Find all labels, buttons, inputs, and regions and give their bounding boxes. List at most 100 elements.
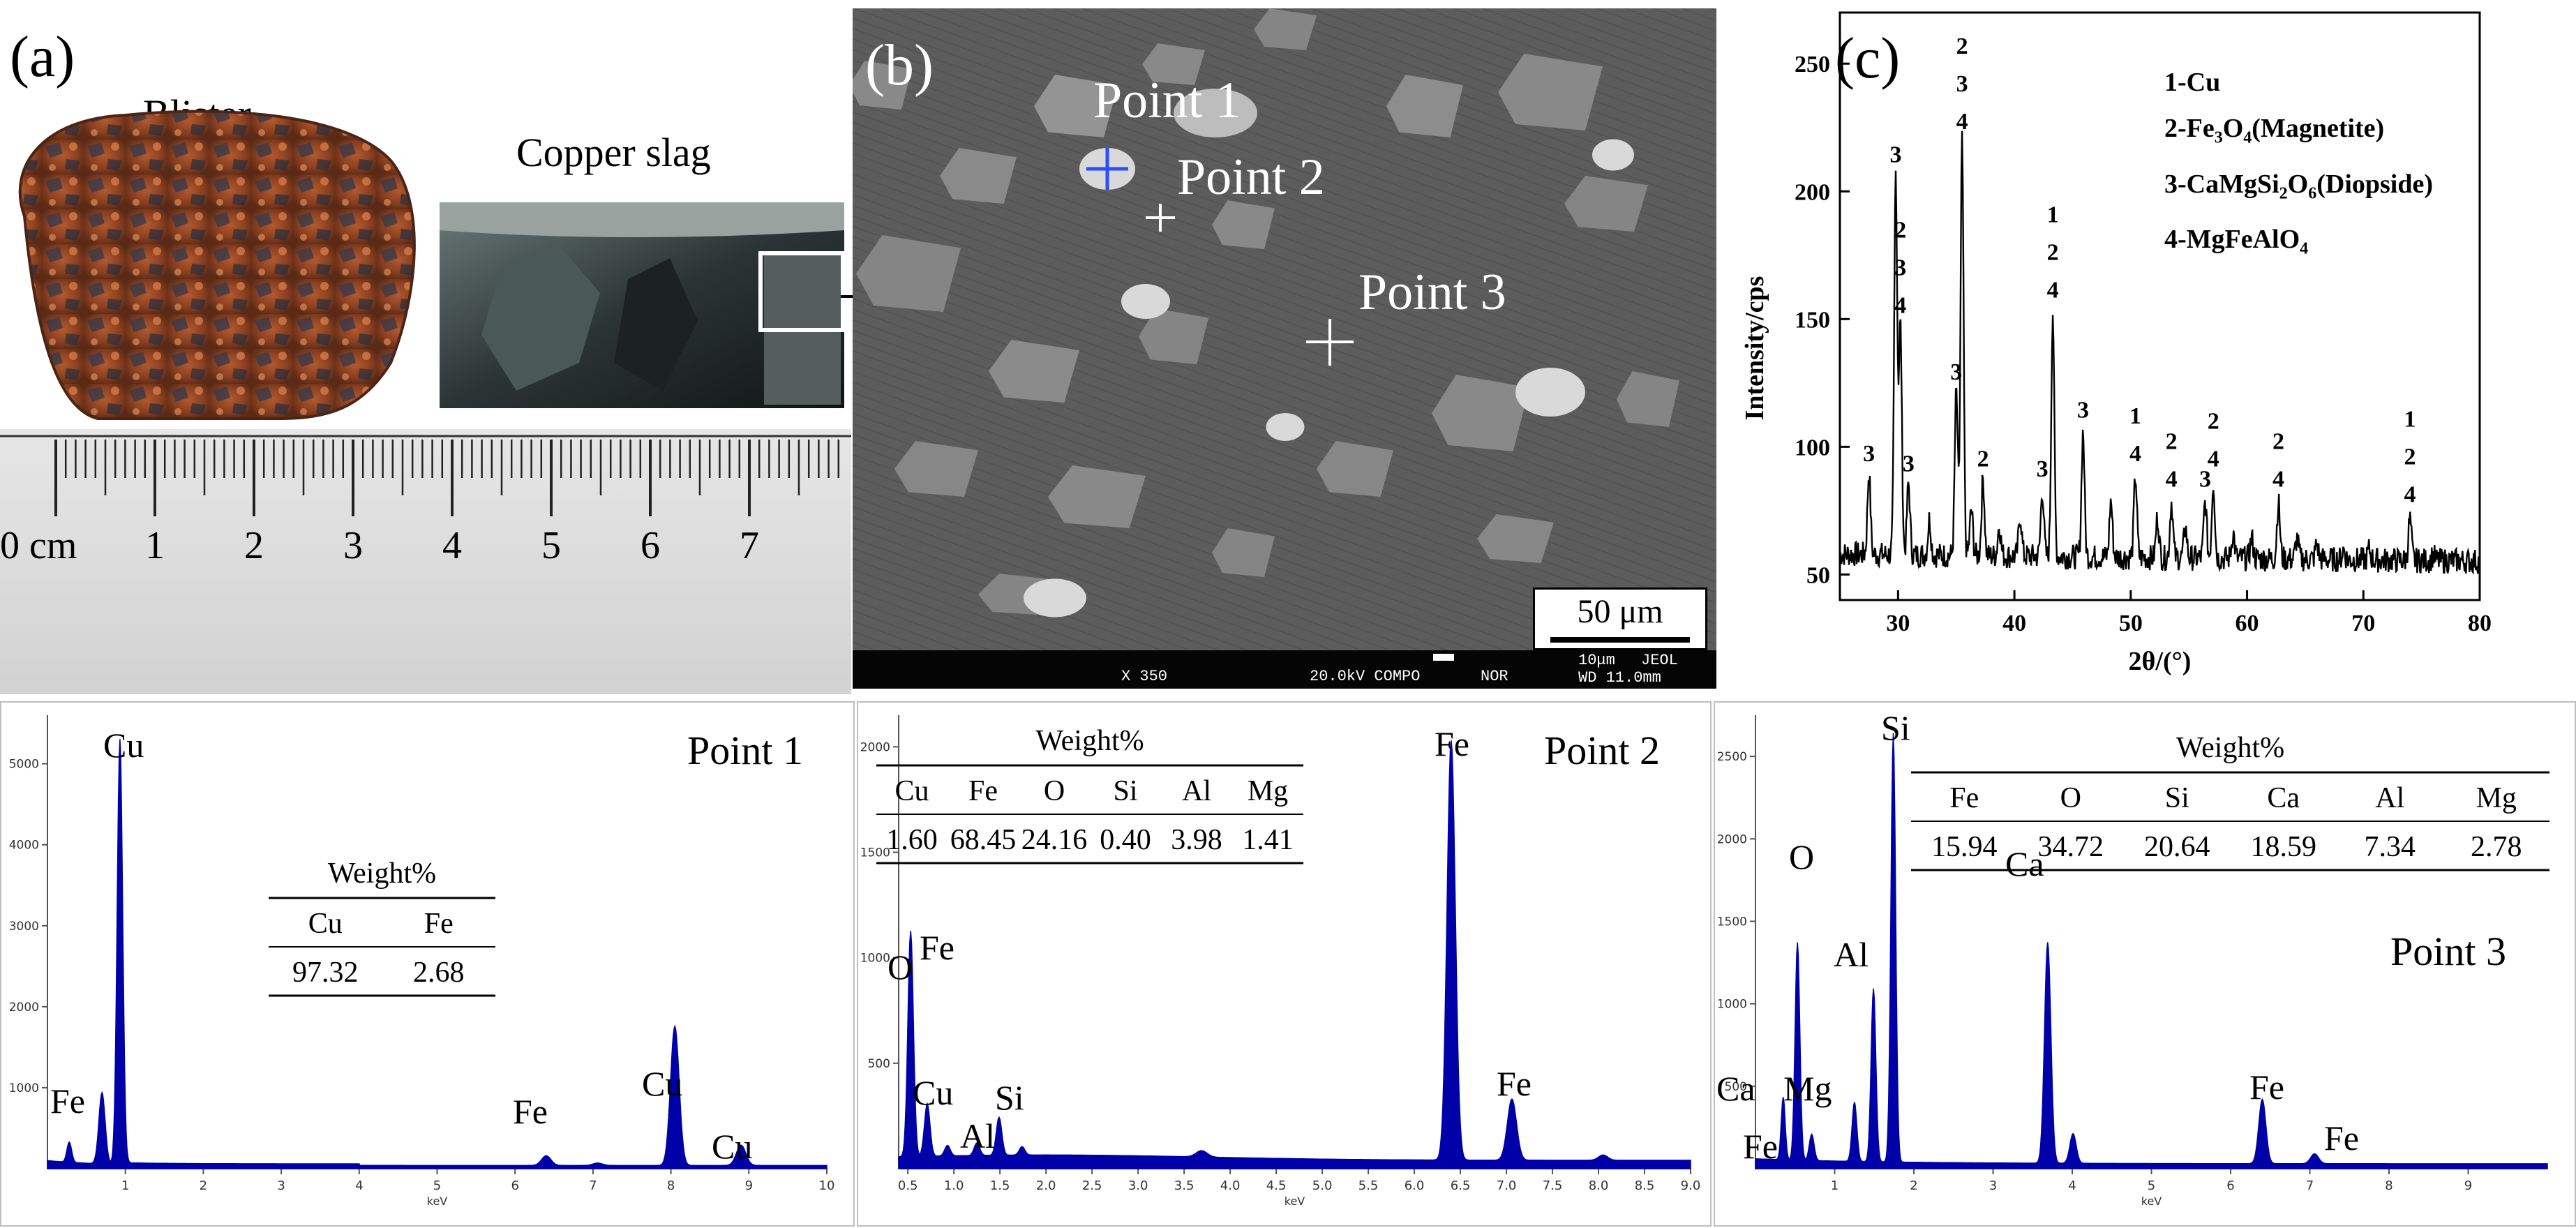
eds-table-header: O <box>1044 775 1065 807</box>
sem-grain <box>1142 43 1205 85</box>
eds-x-tick-label: 4 <box>355 1178 363 1193</box>
xrd-x-tick-label: 60 <box>2236 611 2259 636</box>
eds-x-tick-label: 3.5 <box>1174 1178 1195 1193</box>
sem-bright-phase <box>1592 139 1634 171</box>
ruler-number: 2 <box>244 524 264 567</box>
ruler <box>0 429 851 694</box>
panel-c: 30 40 50 60 70 80 50 100 150 200 250 2θ/(°) Intensit… <box>1718 0 2576 698</box>
eds-peak-label: Fe <box>920 928 954 967</box>
xrd-chart: 30 40 50 60 70 80 50 100 150 200 250 2θ/(°) Intensit… <box>1740 11 2492 676</box>
xrd-peak-label: 3 <box>1894 255 1906 281</box>
sem-image <box>853 8 1716 689</box>
xrd-peak-label: 2 <box>2404 444 2416 470</box>
eds-table-value: 20.64 <box>2144 831 2210 863</box>
xrd-y-tick-label: 150 <box>1795 307 1830 333</box>
point-1-label: Point 1 <box>1093 72 1241 129</box>
sem-grain <box>1386 75 1463 137</box>
eds-table-header: Si <box>2165 782 2189 814</box>
eds-table-value: 1.41 <box>1242 824 1294 856</box>
eds-table-header: Mg <box>1248 775 1288 807</box>
eds-table-title: Weight% <box>2176 732 2284 764</box>
eds-peak-label: Cu <box>712 1127 752 1166</box>
sem-bright-phase <box>1515 368 1585 417</box>
eds-x-tick-label: 6 <box>511 1178 518 1193</box>
xrd-y-tick-label: 100 <box>1795 435 1830 460</box>
ruler-number: 7 <box>740 524 759 567</box>
eds-peak-label: Fe <box>2324 1118 2359 1158</box>
panel-a: (a) Blister Copper slag <box>0 0 851 694</box>
xrd-peak-label: 4 <box>2404 482 2416 508</box>
xrd-peak-label: 2 <box>2208 408 2219 434</box>
sem-mag: X 350 <box>1121 668 1168 685</box>
xrd-pattern-line <box>1839 130 2480 576</box>
xrd-peak-label: 1 <box>2047 202 2059 228</box>
xrd-peak-label: 3 <box>1903 451 1915 477</box>
eds-y-tick-label: 1500 <box>1717 915 1747 929</box>
eds-table-header: Ca <box>2267 782 2300 814</box>
eds-x-axis-label: keV <box>427 1195 448 1208</box>
eds-x-tick-label: 3 <box>1989 1178 1997 1193</box>
eds-table-header: Fe <box>424 908 454 940</box>
xrd-plot-frame <box>1839 11 2481 601</box>
eds-table-value: 18.59 <box>2251 831 2317 863</box>
eds-x-tick-label: 5.0 <box>1312 1178 1333 1193</box>
eds-y-tick-label: 5000 <box>9 758 39 772</box>
eds-y-tick-label: 2000 <box>1717 832 1747 846</box>
xrd-x-axis-label: 2θ/(°) <box>2129 647 2192 676</box>
eds-spectrum <box>1755 733 2548 1169</box>
ruler-number: 3 <box>343 524 363 567</box>
sem-grain <box>1317 441 1393 497</box>
eds-y-tick-label: 3000 <box>9 920 39 934</box>
xrd-peak-label: 4 <box>2272 467 2284 493</box>
eds-x-tick-label: 5 <box>433 1178 441 1193</box>
sem-grain <box>1432 375 1529 451</box>
eds-peak-label: Fe <box>1497 1064 1532 1103</box>
eds-x-tick-label: 7.5 <box>1543 1178 1563 1193</box>
sem-grain <box>940 148 1017 204</box>
eds-spectrum <box>47 739 828 1169</box>
xrd-peak-label: 2 <box>1977 446 1989 472</box>
eds-y-tick-label: 2000 <box>860 740 890 754</box>
eds-y-tick-label: 500 <box>1725 1080 1747 1094</box>
xrd-x-tick-label: 40 <box>2002 611 2026 636</box>
xrd-x-tick-label: 80 <box>2468 611 2492 636</box>
xrd-x-tick-label: 30 <box>1886 611 1910 636</box>
eds-peak-label: Fe <box>50 1081 85 1121</box>
point-2-marker <box>1146 204 1175 232</box>
eds-table-value: 2.68 <box>413 957 465 989</box>
copper-slag-photo <box>440 202 845 408</box>
xrd-peak-label: 3 <box>2199 467 2211 493</box>
eds-peak-label: Fe <box>1743 1127 1778 1166</box>
sem-bright-phase <box>1024 578 1086 617</box>
eds-peak-label: Fe <box>2249 1068 2284 1107</box>
sem-grain <box>894 441 978 497</box>
xrd-peak-label: 4 <box>2129 441 2141 467</box>
eds-x-tick-label: 2.0 <box>1036 1178 1056 1193</box>
eds-x-tick-label: 8.0 <box>1589 1178 1609 1193</box>
xrd-peak-label: 3 <box>1956 71 1968 97</box>
xrd-peak-label: 2 <box>2047 240 2059 266</box>
eds-table-header: Si <box>1113 775 1137 807</box>
eds-spectrum <box>898 740 1691 1169</box>
eds-point-1: 1 2 3 4 5 6 7 8 9 10 keV 1000 2000 3000 4000 5000 Point … <box>0 701 855 1227</box>
xrd-legend: 1-Cu 2-Fe3O4(Magnetite) 3-CaMgSi2O6(Diop… <box>2164 59 2433 272</box>
eds-x-tick-label: 7.0 <box>1497 1178 1517 1193</box>
eds-peak-label: Si <box>995 1078 1024 1117</box>
legend-item-diopside: 3-CaMgSi2O6(Diopside) <box>2164 169 2434 203</box>
sem-grain <box>853 61 912 110</box>
eds-x-tick-label: 8 <box>2385 1178 2392 1193</box>
xrd-peak-label: 2 <box>2272 429 2284 455</box>
point-3-marker <box>1306 319 1354 366</box>
eds-point-2: 0.5 1.0 1.5 2.0 2.5 3.0 3.5 4.0 4.5 5.0 5.5 6.0 6.5 7… <box>857 701 1712 1227</box>
xrd-peak-label: 2 <box>1956 33 1968 59</box>
point-2-label: Point 2 <box>1177 149 1325 206</box>
sem-grain <box>1564 176 1648 232</box>
panel-b-letter: (b) <box>865 33 934 98</box>
eds-table-value: 0.40 <box>1100 824 1151 856</box>
eds-table-value: 24.16 <box>1021 824 1088 856</box>
sem-grain <box>856 235 961 312</box>
eds-x-tick-label: 1.0 <box>944 1178 964 1193</box>
eds-table-title: Weight% <box>328 858 436 890</box>
eds-table-title: Weight% <box>1035 725 1144 757</box>
sem-grain <box>1212 200 1275 249</box>
